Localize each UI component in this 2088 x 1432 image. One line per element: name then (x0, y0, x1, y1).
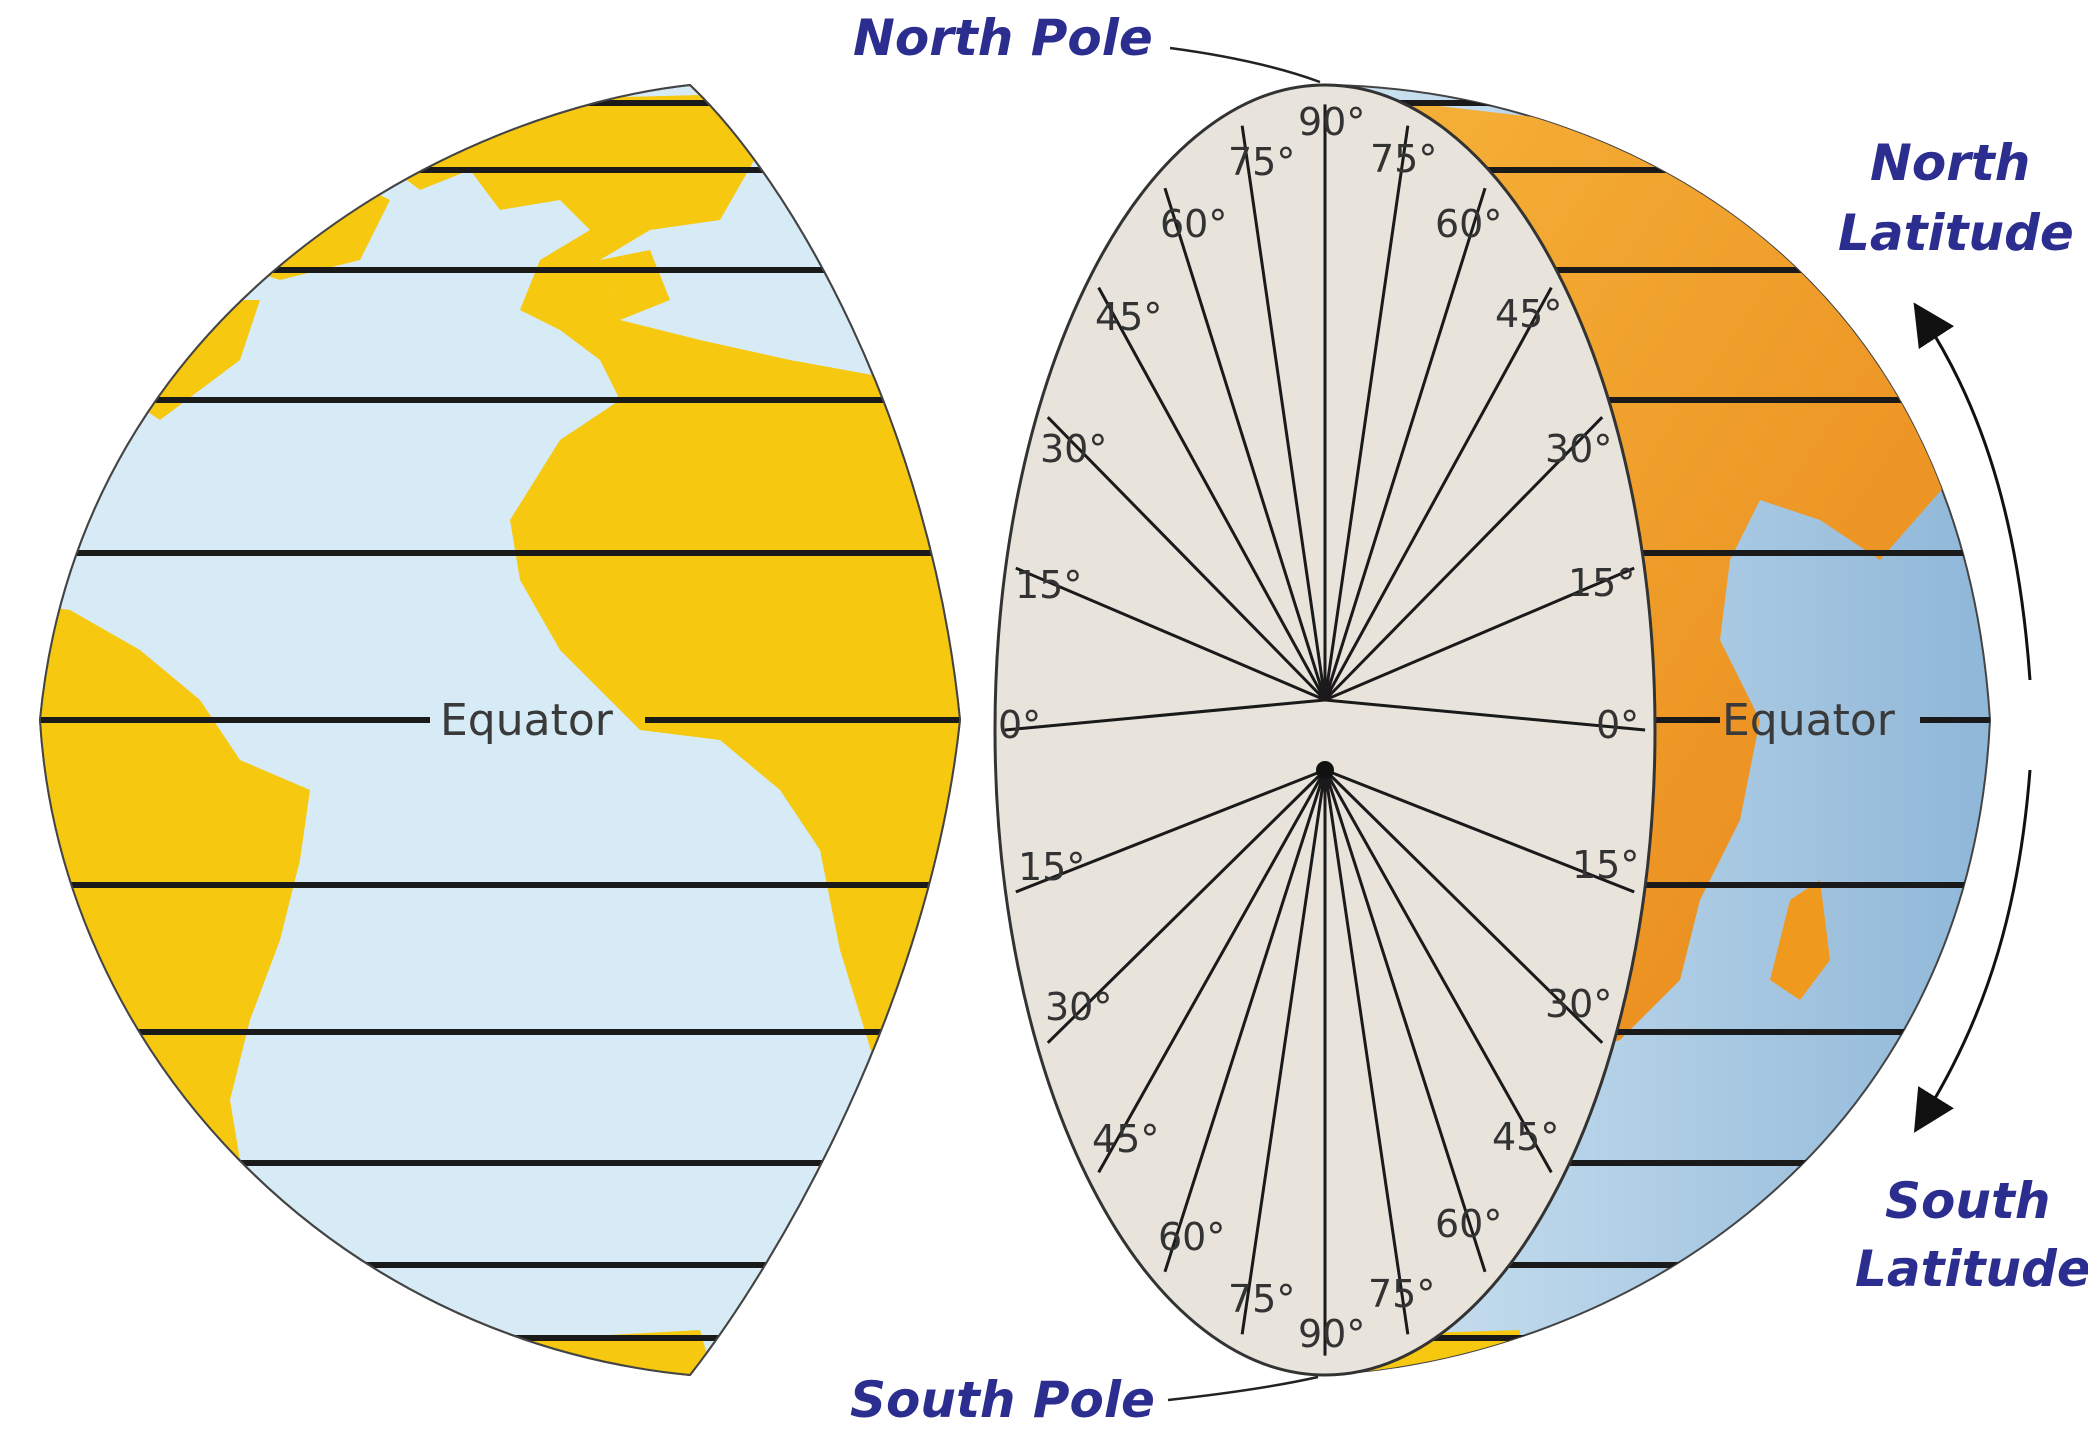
deg-label-n45-right: 45° (1495, 292, 1562, 336)
equator-label-left: Equator (440, 695, 614, 746)
deg-label-s30-left: 30° (1045, 985, 1112, 1029)
angle-ray (1163, 769, 1327, 1273)
deg-label-s15-left: 15° (1018, 845, 1085, 889)
land-south-america (40, 600, 310, 1260)
angle-ray (1046, 768, 1327, 1044)
latitude-angle-rays (1004, 104, 1646, 1356)
angle-ray (1323, 768, 1604, 1044)
north-pole-pointer (1169, 46, 1321, 84)
south-pole-label: South Pole (850, 1371, 1155, 1429)
north-latitude-label-line2: Latitude (1838, 204, 2074, 262)
deg-label-s60-left: 60° (1158, 1215, 1225, 1259)
angle-ray (1324, 698, 1646, 732)
deg-label-n30-left: 30° (1040, 427, 1107, 471)
cross-section-face (993, 83, 1657, 1377)
deg-label-s75-right: 75° (1368, 1272, 1435, 1316)
angle-ray (1163, 187, 1327, 701)
deg-label-s30-right: 30° (1545, 982, 1612, 1026)
angle-ray (1323, 187, 1487, 701)
land-europe-africa (380, 95, 960, 1100)
south-latitude-label-line1: South (1885, 1172, 2050, 1230)
earth-center-dot (1316, 761, 1334, 779)
deg-label-n30-right: 30° (1545, 427, 1612, 471)
angle-ray (1324, 566, 1635, 702)
north-latitude-label-line1: North (1870, 134, 2030, 192)
deg-label-n60-right: 60° (1435, 202, 1502, 246)
deg-label-n45-left: 45° (1095, 295, 1162, 339)
angle-ray (1323, 769, 1410, 1335)
angle-ray (1015, 768, 1326, 894)
north-pole-label: North Pole (853, 9, 1153, 67)
angle-ray (1323, 286, 1553, 701)
cross-section: 90° 75° 75° 60° 60° 45° 45° 30° 30° 15° … (993, 83, 1657, 1377)
deg-label-n15-left: 15° (1015, 563, 1082, 607)
south-pole-pointer (1167, 1375, 1319, 1402)
deg-label-zero-left: 0° (998, 703, 1041, 747)
angle-ray (1323, 769, 1487, 1273)
angle-ray (1240, 125, 1327, 701)
angle-ray (1097, 769, 1327, 1174)
deg-label-n90: 90° (1298, 100, 1365, 144)
angle-ray (1004, 698, 1326, 732)
north-latitude-arrow (1913, 302, 2032, 681)
angle-ray (1240, 769, 1327, 1335)
deg-label-n75-left: 75° (1228, 140, 1295, 184)
angle-ray (1015, 566, 1326, 702)
angle-ray (1323, 125, 1410, 701)
equator-label-right: Equator (1722, 695, 1896, 746)
deg-label-s60-right: 60° (1435, 1202, 1502, 1246)
left-hemisphere: Equator (38, 83, 962, 1377)
angle-ray (1097, 286, 1327, 701)
angle-ray (1323, 769, 1553, 1174)
angle-ray (1046, 416, 1327, 702)
south-latitude-arrow (1913, 769, 2032, 1133)
callouts: North Pole South Pole North Latitude Sou… (850, 9, 2088, 1429)
angle-ray (1323, 416, 1604, 702)
deg-label-s15-right: 15° (1572, 843, 1639, 887)
deg-label-s45-left: 45° (1092, 1117, 1159, 1161)
deg-label-zero-right: 0° (1596, 703, 1639, 747)
land-madagascar (1770, 880, 1830, 1000)
deg-label-s75-left: 75° (1228, 1277, 1295, 1321)
deg-label-n75-right: 75° (1370, 137, 1437, 181)
angle-ray (1324, 768, 1635, 894)
deg-label-n15-right: 15° (1568, 561, 1635, 605)
deg-label-n60-left: 60° (1160, 202, 1227, 246)
deg-label-s90: 90° (1298, 1312, 1365, 1356)
deg-label-s45-right: 45° (1492, 1115, 1559, 1159)
south-latitude-label-line2: Latitude (1855, 1240, 2088, 1298)
